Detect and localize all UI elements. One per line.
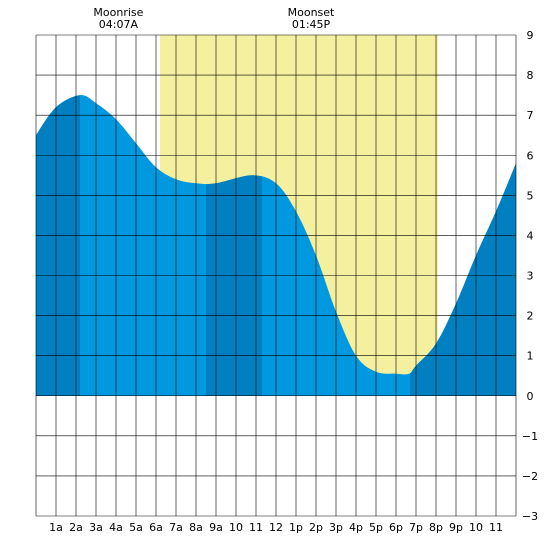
y-tick-label: −3: [522, 510, 538, 523]
x-tick-label: 4p: [349, 521, 363, 534]
y-tick-label: 9: [527, 29, 534, 42]
x-tick-label: 7p: [409, 521, 423, 534]
annotation-label: Moonrise: [93, 6, 143, 19]
x-tick-label: 10: [229, 521, 243, 534]
x-tick-label: 7a: [169, 521, 183, 534]
x-tick-label: 6p: [389, 521, 403, 534]
y-tick-label: 6: [527, 149, 534, 162]
y-tick-label: −2: [522, 470, 538, 483]
x-tick-label: 1a: [49, 521, 63, 534]
x-tick-label: 5a: [129, 521, 143, 534]
y-tick-label: 7: [527, 109, 534, 122]
x-tick-label: 3a: [89, 521, 103, 534]
x-tick-labels: 1a 2a 3a 4a 5a 6a 7a 8a 9a 10 11 12 1p 2p 3p 4p 5p 6p 7p 8p…: [49, 521, 503, 534]
x-tick-label: 8p: [429, 521, 443, 534]
x-tick-label: 9a: [209, 521, 223, 534]
y-tick-label: −1: [522, 430, 538, 443]
x-tick-label: 2p: [309, 521, 323, 534]
y-tick-label: 4: [527, 229, 534, 242]
y-tick-label: 5: [527, 189, 534, 202]
x-tick-label: 8a: [189, 521, 203, 534]
x-tick-label: 9p: [449, 521, 463, 534]
y-tick-label: 2: [527, 310, 534, 323]
x-tick-label: 12: [269, 521, 283, 534]
y-tick-label: 8: [527, 69, 534, 82]
x-tick-label: 6a: [149, 521, 163, 534]
y-tick-labels: −3 −2 −1 0 1 2 3 4 5 6 7 8 9: [522, 29, 538, 523]
annotation-time: 04:07A: [99, 18, 139, 31]
grid-layer: [35, 34, 517, 517]
annotation-time: 01:45P: [292, 18, 331, 31]
y-tick-label: 1: [527, 350, 534, 363]
x-tick-label: 11: [249, 521, 263, 534]
x-tick-label: 5p: [369, 521, 383, 534]
annotation-label: Moonset: [288, 6, 335, 19]
x-tick-label: 11: [489, 521, 503, 534]
x-tick-label: 4a: [109, 521, 123, 534]
x-tick-label: 1p: [289, 521, 303, 534]
x-tick-label: 10: [469, 521, 483, 534]
y-tick-label: 0: [527, 390, 534, 403]
x-tick-label: 2a: [69, 521, 83, 534]
night-band-0: [36, 95, 80, 396]
y-tick-label: 3: [527, 270, 534, 283]
x-tick-label: 3p: [329, 521, 343, 534]
